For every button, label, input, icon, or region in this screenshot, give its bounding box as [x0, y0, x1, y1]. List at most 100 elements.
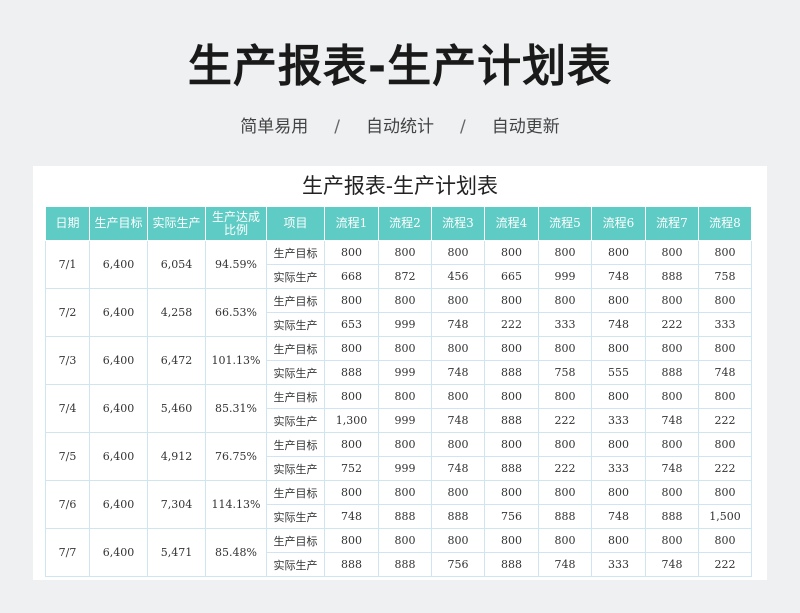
table-row: 7/1 6,400 6,054 94.59% 生产目标 800 800 800 800 800 80… — [45, 240, 752, 289]
date-cell: 7/1 — [45, 240, 90, 289]
flow-actual-cell: 872 — [378, 264, 432, 289]
flow-target-cell: 800 — [484, 480, 539, 505]
flow-target-cell: 800 — [431, 384, 485, 409]
flow-target-cell: 800 — [484, 288, 539, 313]
flow-actual-cell: 222 — [698, 408, 752, 433]
flow-target-cell: 800 — [698, 432, 752, 457]
flow-actual-cell: 668 — [324, 264, 379, 289]
sheet-title: 生产报表-生产计划表 — [301, 174, 499, 198]
flow-target-cell: 800 — [378, 480, 432, 505]
flow-actual-cell: 748 — [645, 408, 699, 433]
actual-total-cell: 5,460 — [147, 384, 206, 433]
flow-actual-cell: 888 — [324, 360, 379, 385]
flow-target-cell: 800 — [484, 432, 539, 457]
flow-actual-cell: 456 — [431, 264, 485, 289]
flow-actual-cell: 888 — [431, 504, 485, 529]
flow-actual-cell: 999 — [378, 408, 432, 433]
flow-actual-cell: 333 — [538, 312, 592, 337]
flow-actual-cell: 748 — [645, 456, 699, 481]
flow-target-cell: 800 — [591, 480, 646, 505]
flow-target-cell: 800 — [484, 336, 539, 361]
date-cell: 7/4 — [45, 384, 90, 433]
column-header: 流程1 — [324, 206, 379, 241]
column-header: 流程3 — [431, 206, 485, 241]
flow-actual-cell: 333 — [591, 552, 646, 577]
ratio-cell: 76.75% — [205, 432, 267, 481]
flow-target-cell: 800 — [431, 480, 485, 505]
spreadsheet-preview: 生产报表-生产计划表 日期 生产目标 实际生产 生产达成比例 项目 流程1 流程2 流程3 流程… — [33, 166, 767, 580]
separator: / — [334, 117, 340, 137]
flow-actual-cell: 999 — [378, 312, 432, 337]
flow-actual-cell: 888 — [484, 408, 539, 433]
table-row: 7/4 6,400 5,460 85.31% 生产目标 800 800 800 800 800 80… — [45, 384, 752, 433]
flow-actual-cell: 748 — [538, 552, 592, 577]
column-header: 流程8 — [698, 206, 752, 241]
flow-actual-cell: 888 — [645, 360, 699, 385]
flow-target-cell: 800 — [484, 384, 539, 409]
flow-actual-cell: 222 — [484, 312, 539, 337]
flow-target-cell: 800 — [484, 240, 539, 265]
target-total-cell: 6,400 — [89, 432, 148, 481]
flow-target-cell: 800 — [591, 528, 646, 553]
flow-actual-cell: 758 — [698, 264, 752, 289]
column-header: 流程5 — [538, 206, 592, 241]
actual-total-cell: 4,258 — [147, 288, 206, 337]
ratio-cell: 66.53% — [205, 288, 267, 337]
table-row: 7/5 6,400 4,912 76.75% 生产目标 800 800 800 800 800 80… — [45, 432, 752, 481]
item-label-cell: 生产目标 — [266, 528, 325, 553]
flow-target-cell: 800 — [378, 528, 432, 553]
flow-actual-cell: 888 — [538, 504, 592, 529]
column-header: 流程4 — [484, 206, 539, 241]
ratio-cell: 85.48% — [205, 528, 267, 577]
item-label-cell: 生产目标 — [266, 480, 325, 505]
flow-target-cell: 800 — [538, 240, 592, 265]
column-header: 流程6 — [591, 206, 646, 241]
table-row: 实际生产 653 999 748 222 333 748 222 333 — [46, 312, 752, 337]
flow-target-cell: 800 — [698, 336, 752, 361]
flow-actual-cell: 1,300 — [324, 408, 379, 433]
column-header: 生产达成比例 — [205, 206, 267, 241]
target-total-cell: 6,400 — [89, 528, 148, 577]
table-row: 7/6 6,400 7,304 114.13% 生产目标 800 800 800 800 800 8… — [45, 480, 752, 529]
flow-actual-cell: 888 — [324, 552, 379, 577]
table-row: 实际生产 748 888 888 756 888 748 888 1,500 — [46, 504, 752, 529]
flow-actual-cell: 752 — [324, 456, 379, 481]
flow-actual-cell: 888 — [378, 504, 432, 529]
actual-total-cell: 4,912 — [147, 432, 206, 481]
target-total-cell: 6,400 — [89, 240, 148, 289]
table-row: 实际生产 888 999 748 888 758 555 888 748 — [46, 360, 752, 385]
flow-actual-cell: 748 — [431, 312, 485, 337]
column-header: 流程7 — [645, 206, 699, 241]
flow-target-cell: 800 — [645, 288, 699, 313]
flow-target-cell: 800 — [538, 288, 592, 313]
flow-actual-cell: 748 — [591, 504, 646, 529]
flow-actual-cell: 555 — [591, 360, 646, 385]
flow-actual-cell: 653 — [324, 312, 379, 337]
feature-auto-update: 自动更新 — [491, 117, 560, 137]
actual-total-cell: 7,304 — [147, 480, 206, 529]
table-row: 实际生产 1,300 999 748 888 222 333 748 222 — [46, 408, 752, 433]
flow-target-cell: 800 — [645, 240, 699, 265]
target-total-cell: 6,400 — [89, 384, 148, 433]
table-row: 7/7 6,400 5,471 85.48% 生产目标 800 800 800 800 800 80… — [45, 528, 752, 577]
flow-actual-cell: 888 — [378, 552, 432, 577]
flow-actual-cell: 222 — [698, 456, 752, 481]
flow-target-cell: 800 — [378, 384, 432, 409]
flow-target-cell: 800 — [698, 480, 752, 505]
column-header: 项目 — [266, 206, 325, 241]
date-cell: 7/6 — [45, 480, 90, 529]
feature-auto-stats: 自动统计 — [366, 117, 434, 137]
item-label-cell: 实际生产 — [266, 360, 325, 385]
flow-actual-cell: 748 — [645, 552, 699, 577]
flow-actual-cell: 888 — [484, 552, 539, 577]
date-cell: 7/3 — [45, 336, 90, 385]
table-row: 7/2 6,400 4,258 66.53% 生产目标 800 800 800 800 800 80… — [45, 288, 752, 337]
flow-target-cell: 800 — [378, 432, 432, 457]
flow-target-cell: 800 — [645, 528, 699, 553]
flow-target-cell: 800 — [431, 528, 485, 553]
flow-target-cell: 800 — [645, 336, 699, 361]
item-label-cell: 实际生产 — [266, 552, 325, 577]
flow-target-cell: 800 — [591, 336, 646, 361]
flow-target-cell: 800 — [698, 528, 752, 553]
feature-easy: 简单易用 — [240, 117, 309, 137]
